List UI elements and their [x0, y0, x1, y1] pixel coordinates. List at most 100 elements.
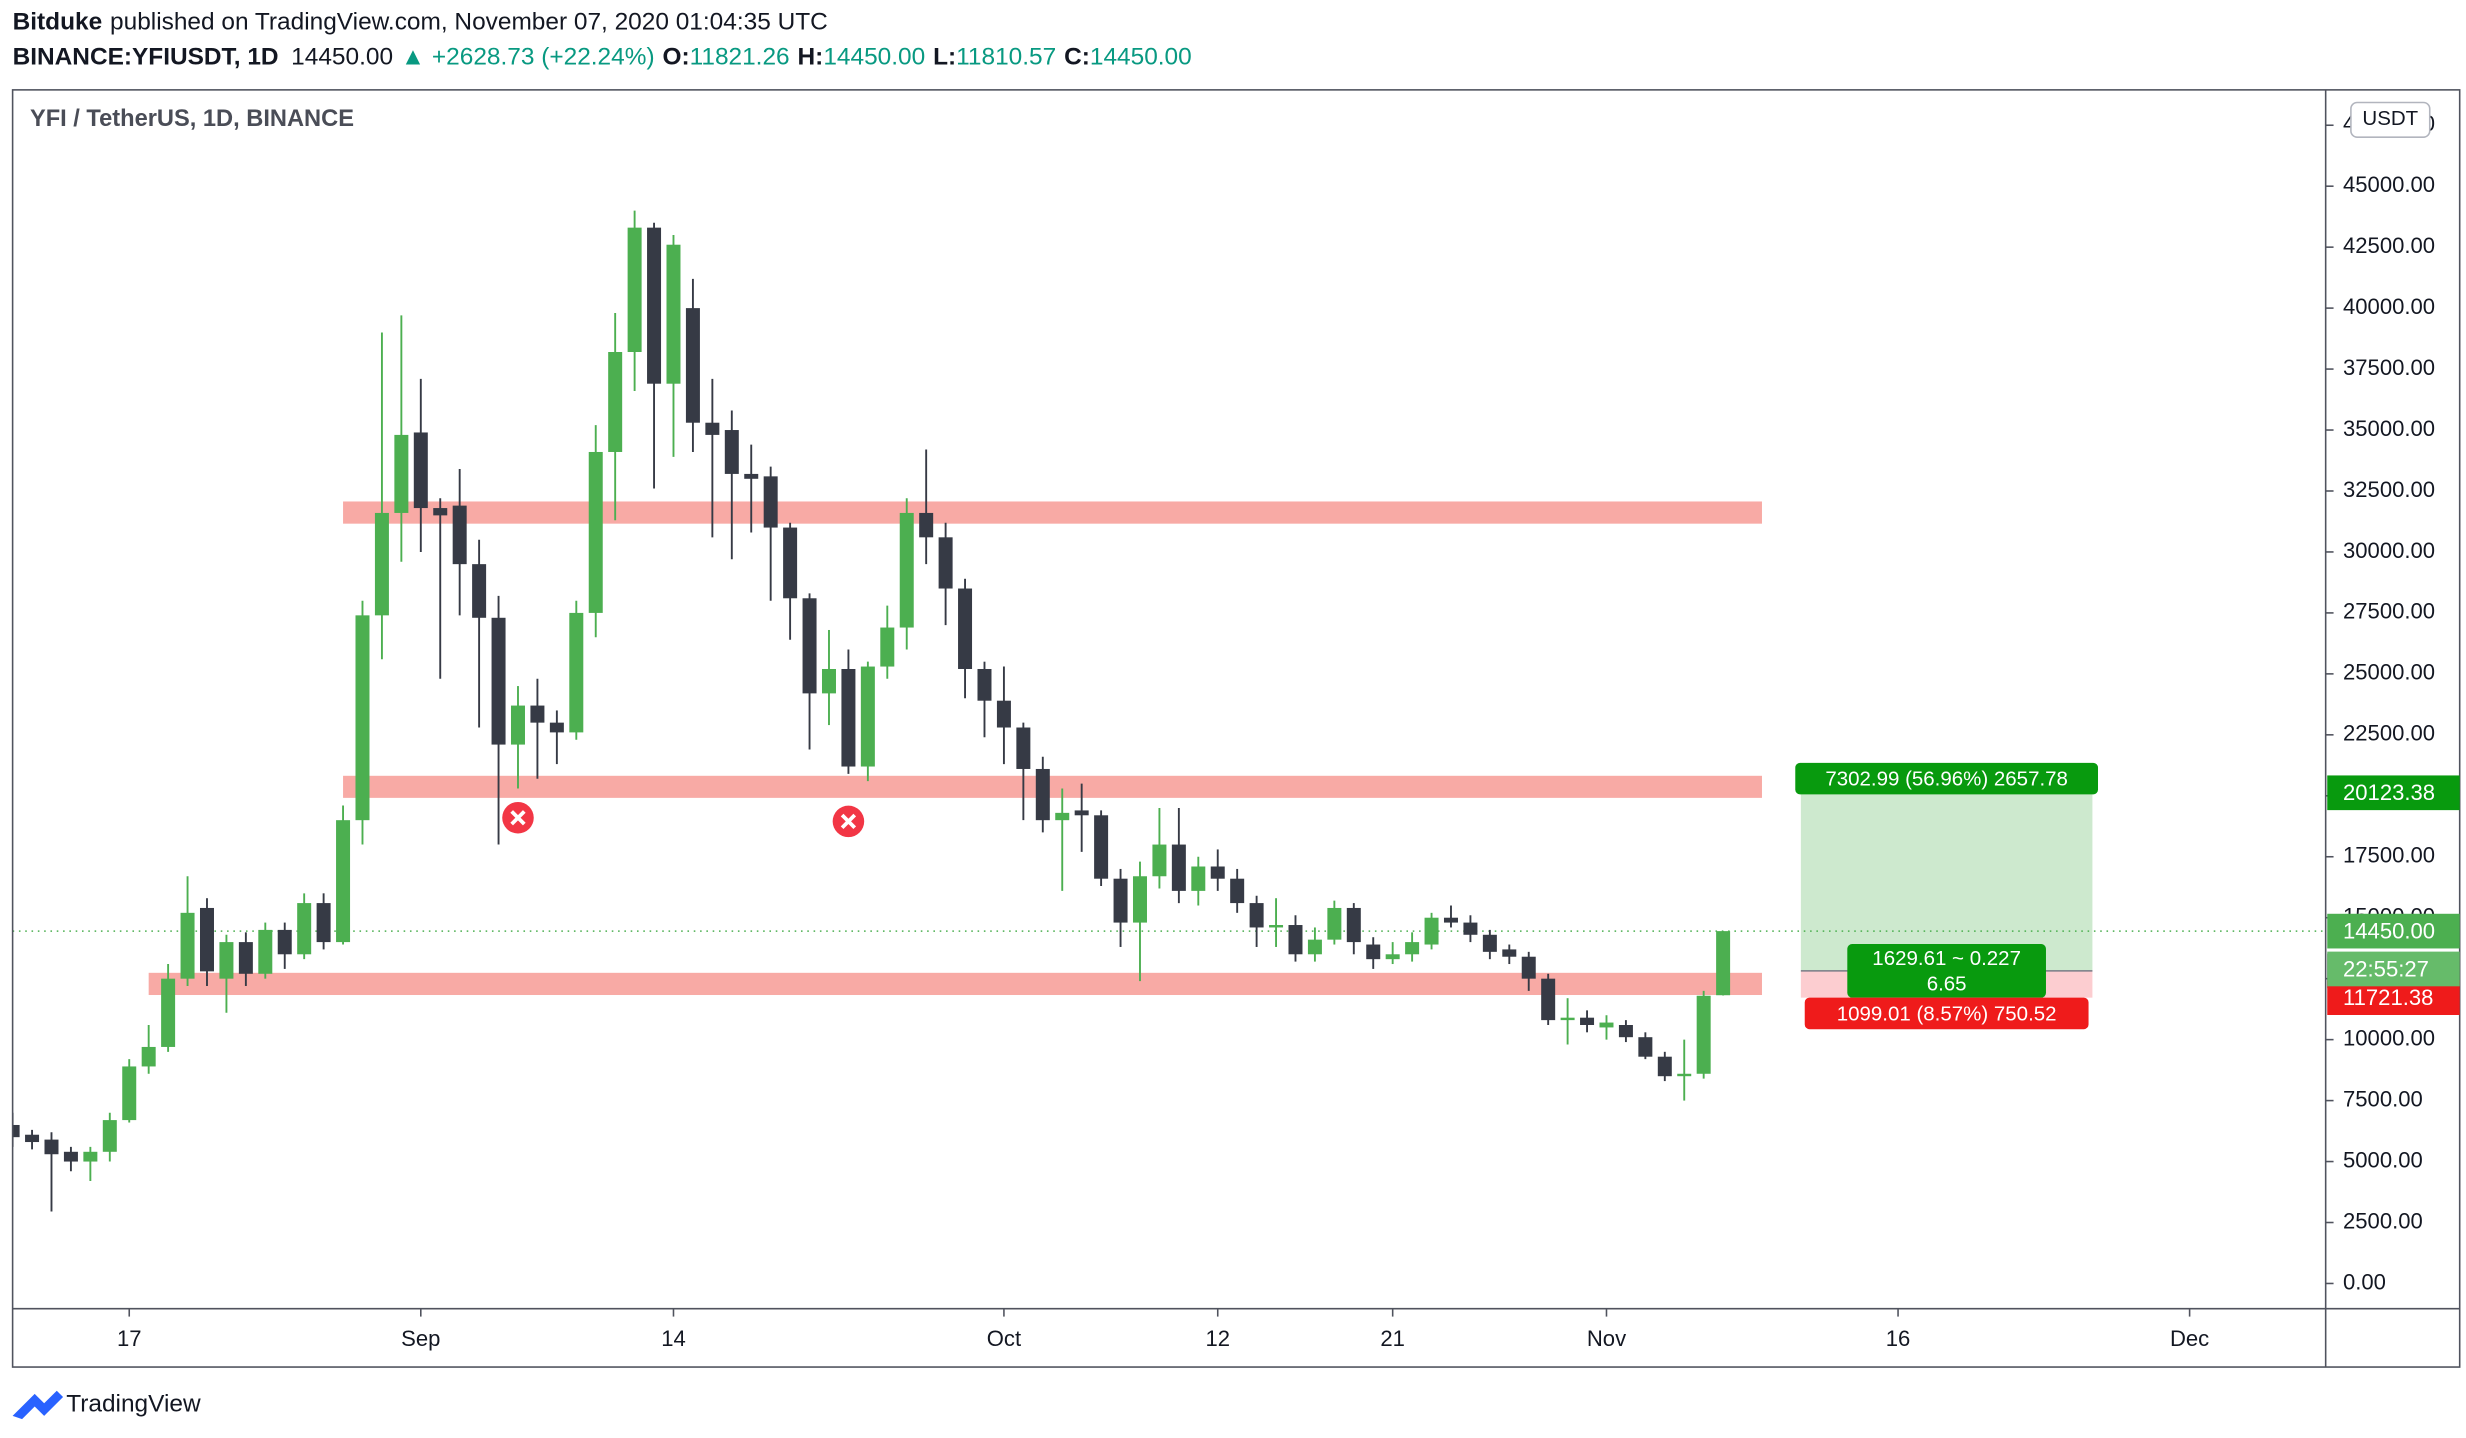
candle-body: [1346, 907, 1361, 943]
plot-layer: 7302.99 (56.96%) 2657.78 1629.61 ~ 0.2276…: [12, 210, 2326, 1212]
candle-body: [1288, 925, 1303, 955]
x-tick-label: 21: [1380, 1326, 1405, 1351]
x-tick-label: 14: [661, 1326, 686, 1351]
candle-body: [141, 1046, 156, 1067]
ohlc-value: 11810.57: [956, 44, 1056, 71]
candle-body: [1132, 876, 1147, 923]
x-tick-label: 16: [1886, 1326, 1911, 1351]
candle-body: [1618, 1024, 1633, 1038]
stop-label: 1099.01 (8.57%) 750.52: [1837, 1002, 2057, 1025]
candle-body: [1405, 942, 1420, 955]
candle-body: [802, 598, 817, 694]
ohlc-label: L:: [933, 44, 956, 71]
candle-body: [1657, 1056, 1672, 1077]
candle-body: [12, 1124, 20, 1138]
y-tick-label: 22500.00: [2343, 721, 2435, 746]
candle-body: [996, 700, 1011, 728]
y-tick-label: 42500.00: [2343, 233, 2435, 258]
target-price-label: 20123.38: [2343, 780, 2435, 805]
candle-body: [880, 627, 895, 667]
axis-layer: 0.002500.005000.007500.0010000.0012500.0…: [117, 111, 2460, 1351]
entry-label: 6.65: [1927, 972, 1967, 995]
candle-body: [510, 705, 525, 745]
candle-body: [25, 1134, 40, 1143]
candle-body: [1463, 922, 1478, 935]
header-line-1: Bitduke published on TradingView.com, Nov…: [13, 9, 828, 36]
candle-body: [1171, 844, 1186, 891]
y-tick-label: 25000.00: [2343, 660, 2435, 685]
candle-body: [1716, 931, 1731, 996]
candle-body: [1580, 1017, 1595, 1025]
candle-body: [219, 942, 234, 979]
currency-button[interactable]: USDT: [2350, 101, 2431, 138]
chart-title: YFI / TetherUS, 1D, BINANCE: [30, 106, 354, 132]
candle-body: [1269, 925, 1284, 928]
y-tick-label: 5000.00: [2343, 1147, 2423, 1172]
candle-body: [316, 903, 331, 943]
candle-body: [297, 903, 312, 955]
y-tick-label: 45000.00: [2343, 172, 2435, 197]
entry-label: 1629.61 ~ 0.227: [1872, 947, 2021, 970]
ohlc-label: H:: [798, 44, 824, 71]
candle-body: [1502, 949, 1517, 957]
y-tick-label: 0.00: [2343, 1269, 2386, 1294]
candle-body: [452, 505, 467, 565]
y-tick-label: 32500.00: [2343, 477, 2435, 502]
candle-body: [783, 527, 798, 599]
candle-body: [1482, 934, 1497, 952]
candle-body: [83, 1151, 98, 1162]
candle-body: [1327, 907, 1342, 940]
candle-body: [374, 512, 389, 616]
candle-body: [724, 430, 739, 474]
change: ▲ +2628.73 (+22.24%): [401, 44, 655, 71]
candle-body: [258, 929, 273, 974]
candle-body: [1055, 812, 1070, 821]
candle-body: [1074, 810, 1089, 816]
candle-body: [102, 1120, 117, 1152]
brand: TradingView: [66, 1390, 201, 1417]
candle-body: [1230, 878, 1245, 904]
candle-body: [647, 227, 662, 384]
candle-body: [433, 508, 448, 516]
candle-body: [1599, 1022, 1614, 1028]
candle-body: [1560, 1017, 1575, 1021]
last: 14450.00: [291, 44, 393, 71]
candle-body: [1113, 878, 1128, 923]
ohlc-value: 11821.26: [690, 44, 790, 71]
candle-body: [569, 612, 584, 733]
countdown-box: [2327, 951, 2460, 987]
candle-body: [238, 942, 253, 974]
y-tick-label: 27500.00: [2343, 599, 2435, 624]
y-tick-label: 30000.00: [2343, 538, 2435, 563]
candle-body: [1385, 954, 1400, 960]
y-tick-label: 2500.00: [2343, 1208, 2423, 1233]
logo: TradingView: [12, 1390, 201, 1420]
candle-body: [1210, 866, 1225, 879]
candle-body: [394, 434, 409, 513]
candle-body: [1638, 1037, 1653, 1057]
candle-body: [860, 666, 875, 767]
candle-body: [1677, 1073, 1692, 1077]
x-tick-label: Dec: [2170, 1326, 2209, 1351]
candle-body: [821, 668, 836, 694]
ohlc-value: 14450.00: [823, 44, 925, 71]
candle-body: [549, 722, 564, 733]
currency[interactable]: USDT: [2362, 107, 2418, 130]
y-tick-label: 7500.00: [2343, 1086, 2423, 1111]
logo-icon: [12, 1390, 64, 1420]
candle-body: [1035, 768, 1050, 821]
target-label-box: [1795, 762, 2099, 795]
candle-body: [472, 564, 487, 618]
candle-body: [277, 929, 292, 955]
frame: [11, 89, 2461, 1368]
currency-button-box[interactable]: [2350, 101, 2431, 138]
x-tick-label: Nov: [1587, 1326, 1626, 1351]
author: Bitduke: [13, 9, 103, 36]
x-tick-label: 17: [117, 1326, 142, 1351]
last-price-box: [2327, 913, 2460, 949]
target-label: 7302.99 (56.96%) 2657.78: [1825, 768, 2068, 791]
countdown: 22:55:27: [2343, 956, 2429, 981]
